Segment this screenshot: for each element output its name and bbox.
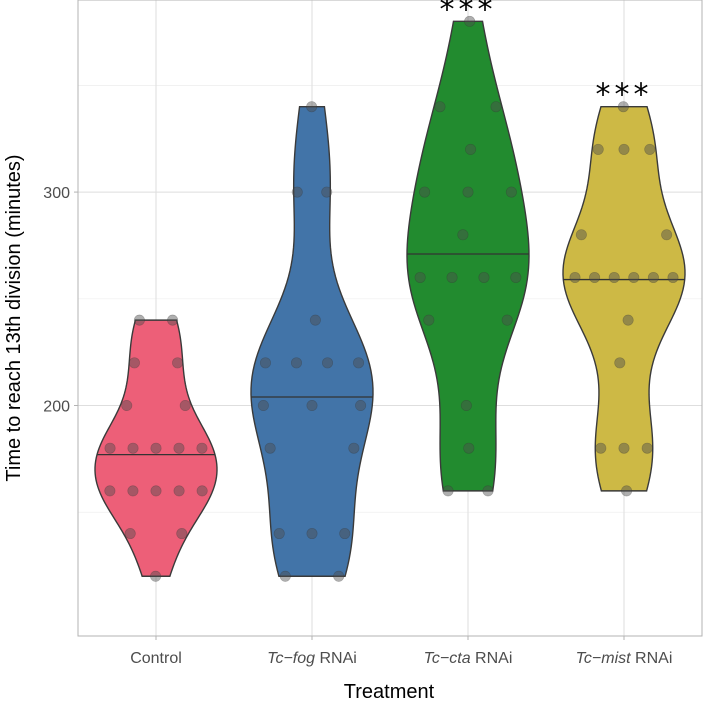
x-axis-title: Treatment — [344, 681, 435, 703]
data-point — [167, 314, 179, 326]
data-point — [442, 485, 454, 497]
data-point — [667, 271, 679, 283]
x-tick-label: Tc−cta RNAi — [424, 650, 513, 667]
data-point — [622, 314, 634, 326]
violin-shape — [562, 106, 686, 492]
data-point — [196, 485, 208, 497]
data-point — [257, 399, 269, 411]
axis-ticks — [74, 191, 625, 640]
significance-label: *** — [596, 78, 653, 113]
data-point — [306, 101, 318, 113]
data-point — [306, 399, 318, 411]
data-point — [339, 528, 351, 540]
y-tick-label: 200 — [43, 399, 70, 416]
data-point — [179, 399, 191, 411]
data-point — [641, 442, 653, 454]
violins — [94, 20, 686, 577]
data-point — [176, 528, 188, 540]
significance-label: *** — [440, 0, 497, 27]
x-tick-label: Control — [130, 650, 182, 667]
data-point — [104, 485, 116, 497]
data-point — [465, 143, 477, 155]
data-point — [264, 442, 276, 454]
data-point — [457, 229, 469, 241]
data-point — [464, 15, 476, 27]
data-point — [482, 485, 494, 497]
data-point — [104, 442, 116, 454]
data-point — [273, 528, 285, 540]
data-point — [150, 485, 162, 497]
data-point — [172, 357, 184, 369]
data-point — [127, 485, 139, 497]
data-point — [644, 143, 656, 155]
data-point — [617, 101, 629, 113]
data-point — [592, 143, 604, 155]
data-point — [322, 357, 334, 369]
data-point — [121, 399, 133, 411]
data-point — [661, 229, 673, 241]
data-point — [348, 442, 360, 454]
violin-shape — [94, 319, 218, 577]
data-point — [173, 442, 185, 454]
data-point — [462, 186, 474, 198]
data-point — [618, 143, 630, 155]
data-points — [104, 15, 679, 582]
data-point — [133, 314, 145, 326]
data-point — [446, 271, 458, 283]
data-point — [490, 101, 502, 113]
x-tick-label: Tc−mist RNAi — [576, 650, 673, 667]
data-point — [647, 271, 659, 283]
data-point — [127, 442, 139, 454]
y-axis-title: Time to reach 13th division (minutes) — [3, 154, 25, 481]
violin-shape — [250, 106, 374, 577]
data-point — [434, 101, 446, 113]
data-point — [306, 528, 318, 540]
y-tick-label: 300 — [43, 185, 70, 202]
data-point — [290, 357, 302, 369]
data-point — [150, 570, 162, 582]
data-point — [196, 442, 208, 454]
data-point — [309, 314, 321, 326]
data-point — [124, 528, 136, 540]
data-point — [621, 485, 633, 497]
data-point — [595, 442, 607, 454]
data-point — [128, 357, 140, 369]
data-point — [589, 271, 601, 283]
data-point — [321, 186, 333, 198]
data-point — [501, 314, 513, 326]
data-point — [355, 399, 367, 411]
violin-shape — [406, 20, 530, 492]
data-point — [419, 186, 431, 198]
data-point — [259, 357, 271, 369]
data-point — [575, 229, 587, 241]
data-point — [279, 570, 291, 582]
data-point — [505, 186, 517, 198]
data-point — [333, 570, 345, 582]
data-point — [353, 357, 365, 369]
data-point — [614, 357, 626, 369]
data-point — [569, 271, 581, 283]
data-point — [463, 442, 475, 454]
data-point — [150, 442, 162, 454]
data-point — [173, 485, 185, 497]
data-point — [618, 442, 630, 454]
data-point — [608, 271, 620, 283]
axis-labels: 200 300 Control Tc−fog RNAi Tc−cta RNAi Tc−mi… — [43, 0, 672, 667]
data-point — [478, 271, 490, 283]
data-point — [460, 399, 472, 411]
x-tick-label: Tc−fog RNAi — [267, 650, 357, 667]
data-point — [414, 271, 426, 283]
data-point — [628, 271, 640, 283]
plot-panel-border — [77, 0, 703, 637]
data-point — [291, 186, 303, 198]
data-point — [510, 271, 522, 283]
data-point — [423, 314, 435, 326]
